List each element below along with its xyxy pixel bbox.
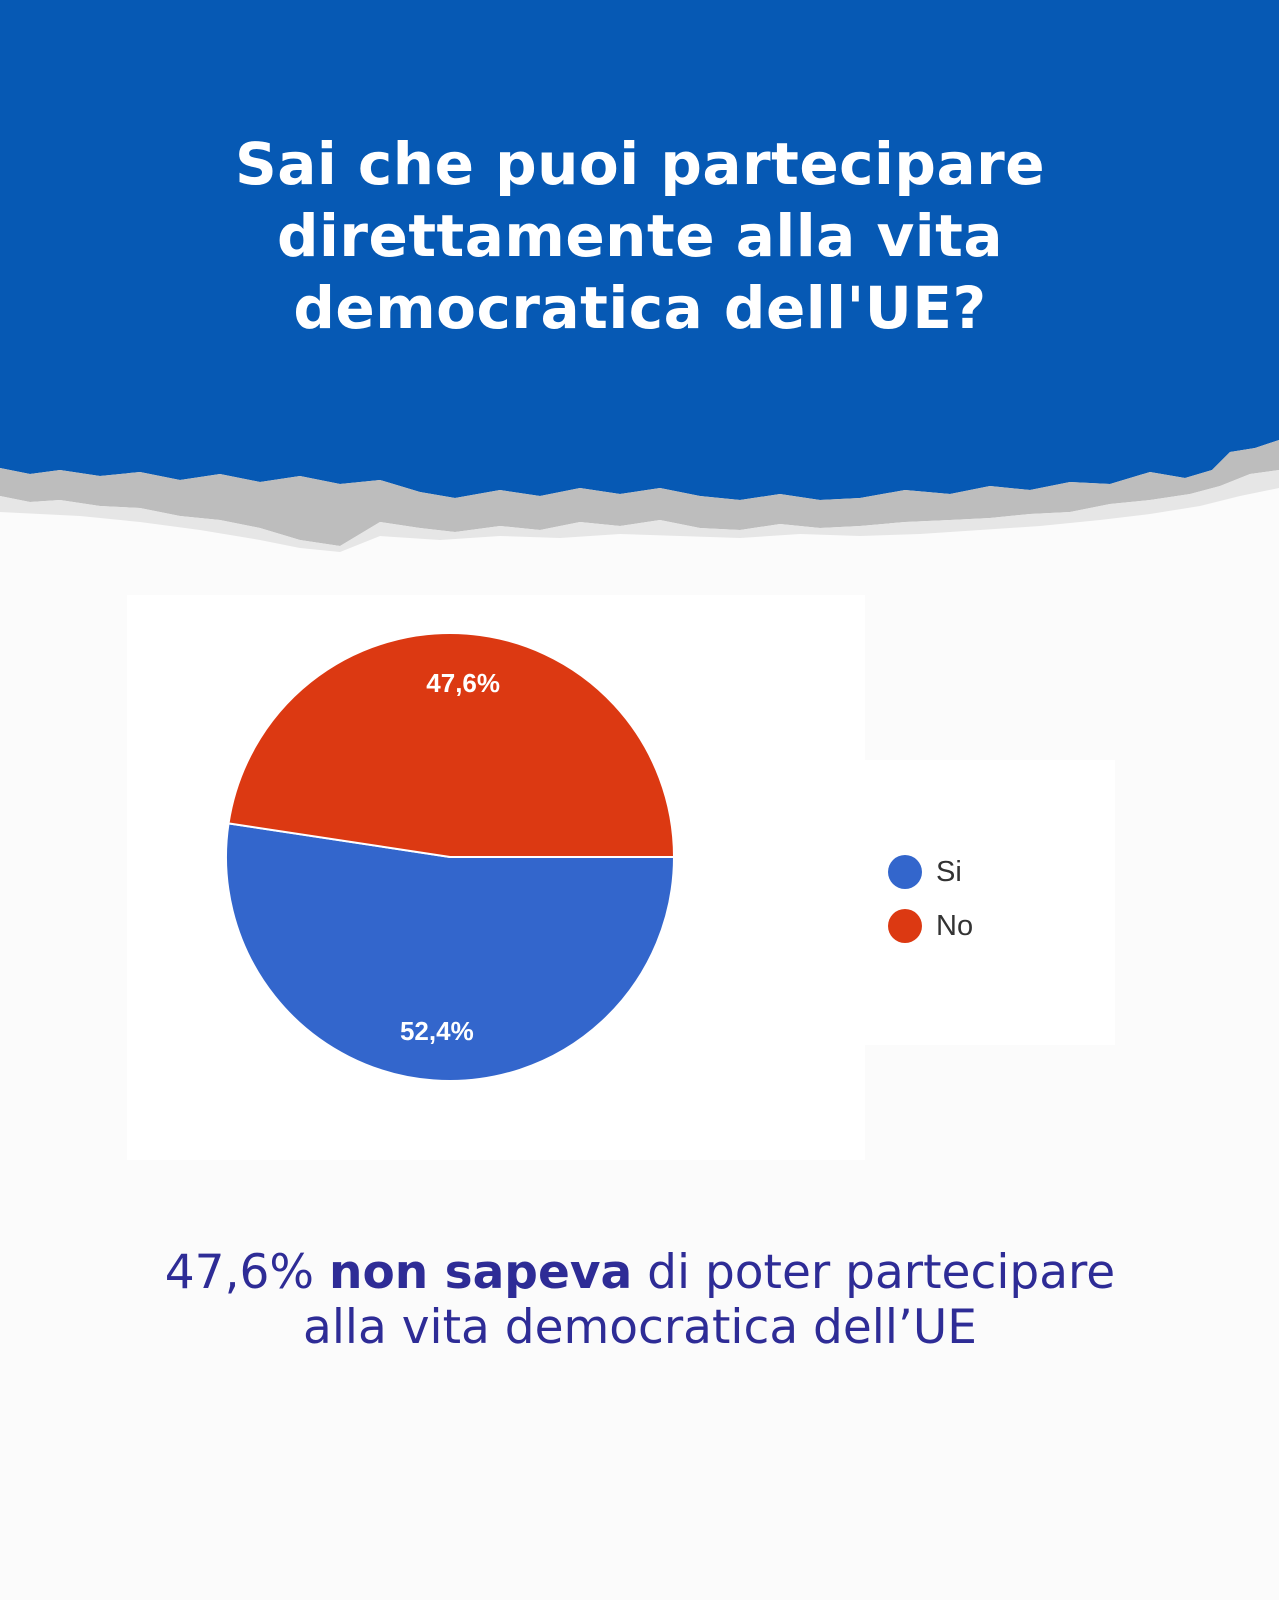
- pie-slice-si: [225, 822, 676, 1082]
- legend-item-no: No: [888, 899, 973, 953]
- legend-item-si: Si: [888, 845, 973, 899]
- caption-percentage: 47,6%: [164, 1245, 315, 1300]
- caption-bold-text: non sapeva: [329, 1245, 633, 1300]
- header-banner: Sai che puoi partecipare direttamente al…: [0, 0, 1279, 552]
- torn-paper-background: [0, 0, 1279, 552]
- pie-chart: 52,4% 47,6%: [225, 632, 676, 1082]
- legend-swatch-no: [888, 909, 922, 943]
- legend-label-si: Si: [936, 855, 962, 888]
- summary-caption: 47,6% non sapeva di poter partecipare al…: [140, 1245, 1140, 1355]
- pie-slice-no: [227, 632, 676, 858]
- caption-rest-text: di poter partecipare alla vita democrati…: [303, 1245, 1116, 1355]
- pie-label-si: 52,4%: [400, 1016, 474, 1046]
- legend-card: [865, 760, 1115, 1045]
- chart-legend: Si No: [888, 845, 973, 953]
- legend-label-no: No: [936, 909, 974, 942]
- legend-swatch-si: [888, 855, 922, 889]
- pie-label-no: 47,6%: [426, 668, 500, 698]
- page-title: Sai che puoi partecipare direttamente al…: [234, 130, 1046, 342]
